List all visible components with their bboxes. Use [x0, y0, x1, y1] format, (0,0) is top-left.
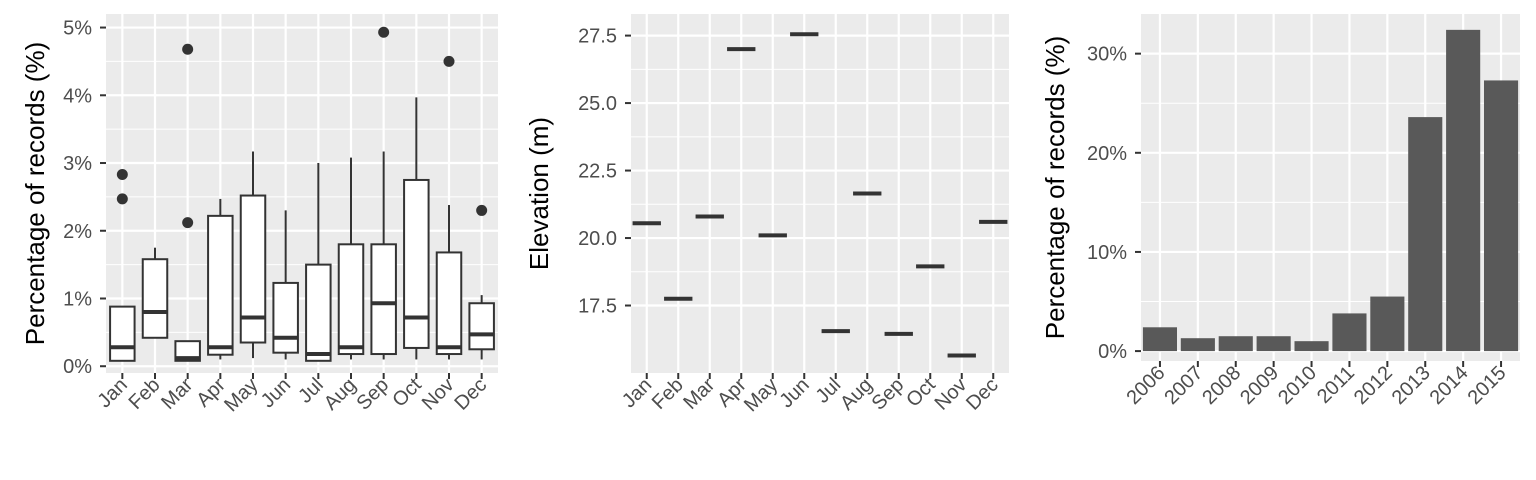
p1-box: [435, 251, 463, 356]
p2-x-tick-label: Sep: [868, 374, 909, 415]
p3-x-tick-label: 2015: [1464, 362, 1511, 409]
p1-panel-background: [106, 14, 498, 373]
p1-box: [468, 302, 495, 351]
p1-x-tick-label: Aug: [320, 374, 361, 415]
p3-x-tick-label: 2011: [1313, 362, 1359, 408]
p1-box: [272, 281, 299, 354]
p2-x-tick-label: Jan: [618, 374, 656, 412]
p1-box: [305, 263, 332, 362]
p1-y-tick-label: 5%: [63, 18, 92, 40]
p3-bar: [1332, 313, 1367, 352]
p1-box: [109, 305, 136, 362]
p1-x-tick-label: Jan: [94, 374, 132, 412]
p3-x-tick-label: 2006: [1122, 362, 1169, 409]
p1-outlier-point: [116, 169, 128, 181]
p2-x-tick-label: Jun: [775, 374, 813, 412]
p1-outlier-point: [476, 204, 488, 216]
p2-y-axis-title: Elevation (m): [524, 117, 554, 270]
p1-outlier-point: [182, 217, 194, 229]
p3-bar: [1446, 29, 1481, 352]
p3-y-tick-label: 20%: [1087, 143, 1127, 165]
p3-bar: [1142, 327, 1178, 352]
p3-x-tick-label: 2008: [1198, 362, 1245, 409]
p1-x-tick-label: Mar: [157, 374, 197, 414]
p3-bar: [1483, 80, 1519, 352]
p1-x-tick-label: Oct: [388, 374, 426, 412]
p3-x-tick-label: 2013: [1388, 362, 1435, 409]
p1-outlier-point: [182, 43, 194, 55]
p1-y-tick-label: 0%: [63, 356, 92, 378]
p2-y-tick-label: 27.5: [578, 26, 617, 48]
p1-x-tick-label: Jun: [257, 374, 295, 412]
p2-x-tick-label: Feb: [648, 374, 688, 414]
p1-y-tick-label: 3%: [63, 153, 92, 175]
p2-y-tick-label: 17.5: [578, 296, 617, 318]
p1-y-tick-label: 1%: [63, 288, 92, 310]
p1-box: [174, 340, 201, 362]
p3-x-tick-label: 2009: [1236, 362, 1283, 409]
p3-y-tick-label: 0%: [1098, 341, 1127, 363]
p1-box: [337, 243, 365, 356]
p2-x-tick-label: Oct: [902, 374, 940, 412]
p2-y-tick-label: 20.0: [578, 228, 617, 250]
p3-y-tick-label: 30%: [1087, 44, 1127, 66]
p2-x-tick-label: Aug: [836, 374, 877, 415]
p2-x-tick-label: Dec: [962, 374, 1003, 415]
p2-y-tick-label: 25.0: [578, 93, 617, 115]
p1-y-tick-label: 2%: [63, 221, 92, 243]
p1-box: [403, 178, 430, 349]
p3-y-axis-title: Percentage of records (%): [1040, 36, 1070, 339]
p2-panel-background: [631, 14, 1009, 373]
p1-x-tick-label: May: [220, 374, 262, 416]
p1-box: [207, 214, 234, 356]
p2-x-tick-label: Nov: [931, 374, 972, 415]
p3-bar: [1294, 341, 1329, 352]
p1-box: [239, 194, 267, 344]
p3-bar: [1408, 117, 1443, 352]
p2-y-tick-label: 22.5: [578, 161, 617, 183]
p3-x-tick-label: 2010: [1274, 362, 1321, 409]
p1-box: [370, 243, 397, 356]
p3-x-tick-label: 2012: [1350, 362, 1397, 409]
p3-bar: [1370, 296, 1405, 352]
p3-y-tick-label: 10%: [1087, 242, 1127, 264]
p1-outlier-point: [443, 55, 455, 67]
p3-bar: [1218, 336, 1253, 352]
p1-y-axis-title: Percentage of records (%): [20, 42, 50, 345]
p1-box: [141, 258, 169, 339]
p1-x-tick-label: Dec: [450, 374, 491, 415]
p1-y-tick-label: 4%: [63, 85, 92, 107]
p1-outlier-point: [378, 26, 390, 38]
p3-x-tick-label: 2007: [1160, 362, 1207, 409]
p3-bar: [1256, 336, 1291, 352]
p1-outlier-point: [116, 193, 128, 205]
p1-x-tick-label: Nov: [418, 374, 459, 415]
p1-x-tick-label: Feb: [125, 374, 165, 414]
p3-bar: [1180, 338, 1215, 352]
p2-x-tick-label: Mar: [679, 374, 719, 414]
p1-x-tick-label: Sep: [352, 374, 393, 415]
p3-x-tick-label: 2014: [1426, 362, 1473, 409]
